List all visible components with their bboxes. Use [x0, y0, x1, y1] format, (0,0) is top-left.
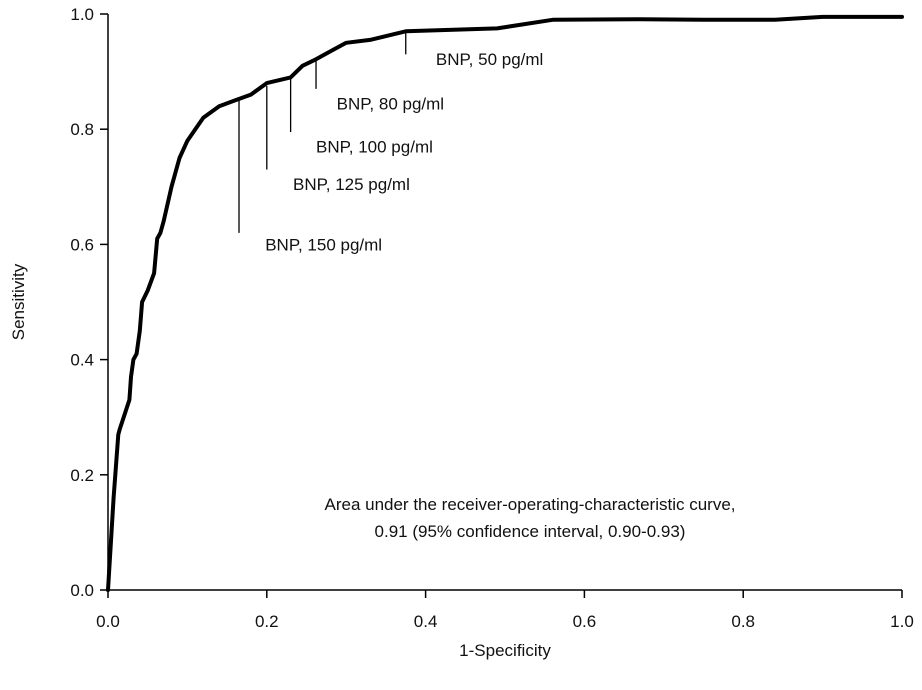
- x-axis-ticks: 0.0 0.2 0.4 0.6 0.8 1.0: [96, 590, 914, 631]
- x-tick-label: 0.6: [573, 612, 597, 631]
- axes: [107, 14, 902, 591]
- y-tick-label: 0.2: [70, 466, 94, 485]
- x-tick-label: 1.0: [890, 612, 914, 631]
- x-tick-label: 0.0: [96, 612, 120, 631]
- annotation-label: BNP, 80 pg/ml: [337, 94, 444, 113]
- y-axis-title: Sensitivity: [9, 263, 28, 340]
- y-tick-label: 0.6: [70, 235, 94, 254]
- x-tick-label: 0.8: [731, 612, 755, 631]
- series-group: [106, 14, 904, 592]
- x-tick-label: 0.4: [414, 612, 438, 631]
- threshold-annotations: BNP, 50 pg/ml BNP, 80 pg/ml BNP, 100 pg/ml…: [238, 31, 543, 254]
- x-tick-label: 0.2: [255, 612, 279, 631]
- annotation-label: BNP, 150 pg/ml: [265, 235, 382, 254]
- auc-note: Area under the receiver-operating-charac…: [324, 495, 735, 541]
- roc-curve: [106, 14, 904, 592]
- auc-note-line-2: 0.91 (95% confidence interval, 0.90-0.93…: [375, 522, 686, 541]
- y-axis-ticks: 0.0 0.2 0.4 0.6 0.8 1.0: [70, 5, 108, 600]
- annotation-label: BNP, 125 pg/ml: [293, 175, 410, 194]
- y-tick-label: 0.4: [70, 351, 94, 370]
- annotation-label: BNP, 50 pg/ml: [436, 50, 543, 69]
- y-tick-label: 0.0: [70, 581, 94, 600]
- x-axis-title: 1-Specificity: [459, 641, 551, 660]
- annotation-label: BNP, 100 pg/ml: [316, 137, 433, 156]
- y-tick-label: 1.0: [70, 5, 94, 24]
- auc-note-line-1: Area under the receiver-operating-charac…: [324, 495, 735, 514]
- y-tick-label: 0.8: [70, 120, 94, 139]
